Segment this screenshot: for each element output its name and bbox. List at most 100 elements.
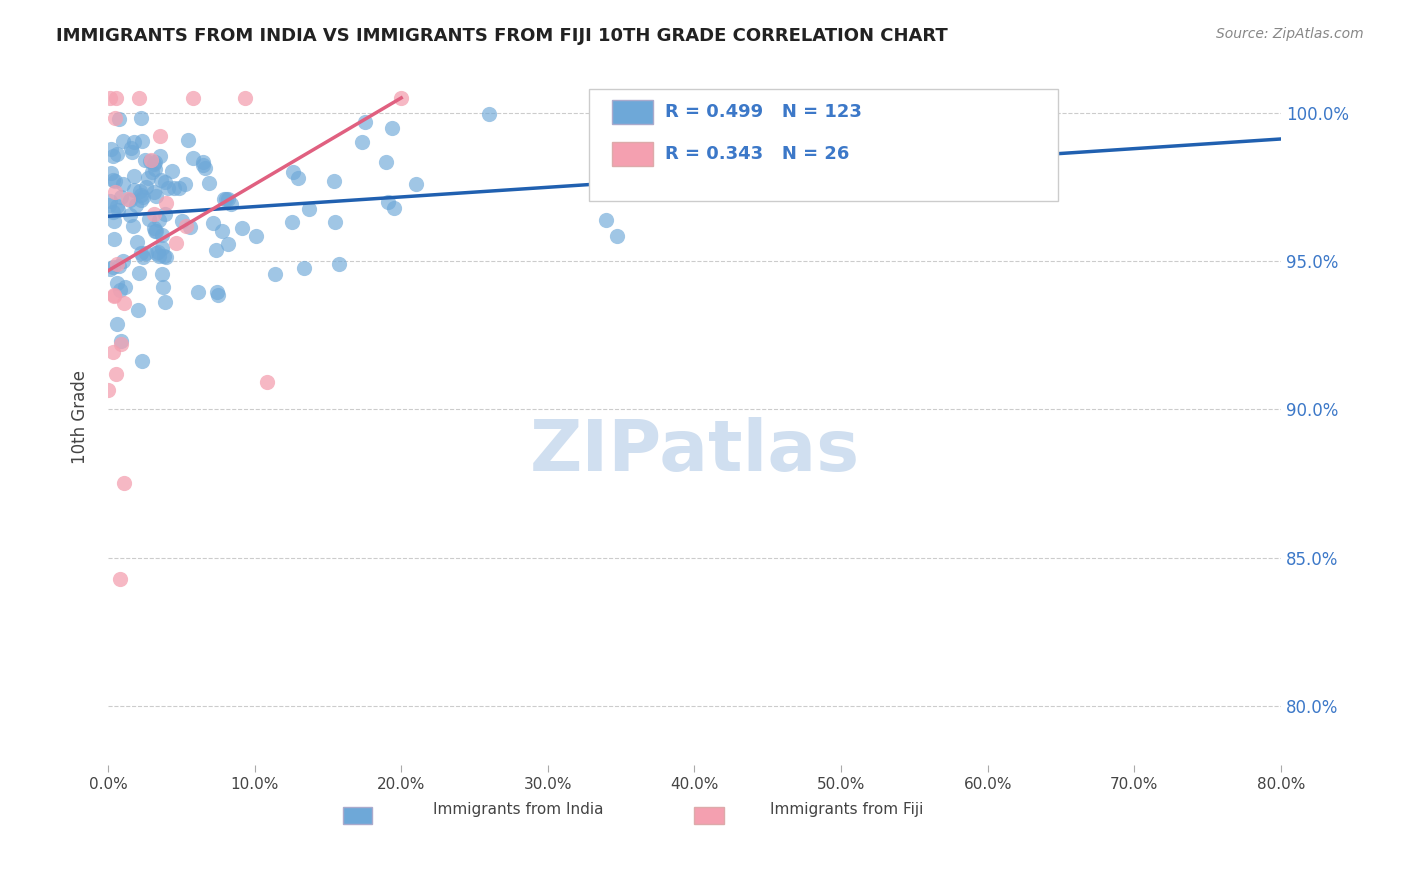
Point — [374, 154, 396, 169]
Point — [124, 198, 146, 212]
Point — [153, 175, 176, 189]
Point — [128, 266, 150, 280]
Point — [143, 186, 166, 200]
Point — [105, 368, 128, 382]
Point — [187, 285, 209, 300]
Point — [101, 173, 124, 187]
Point — [128, 91, 150, 105]
Point — [122, 169, 145, 183]
Point — [103, 204, 125, 219]
Point — [173, 177, 195, 191]
Point — [135, 180, 157, 194]
Point — [322, 174, 344, 188]
Point — [134, 153, 156, 168]
Point — [112, 177, 135, 191]
Point — [256, 375, 278, 389]
Point — [108, 283, 131, 297]
Point — [117, 192, 139, 206]
Point — [606, 229, 628, 244]
Point — [323, 215, 346, 229]
Point — [145, 188, 167, 202]
Point — [120, 193, 142, 207]
Text: Immigrants from India: Immigrants from India — [433, 802, 603, 817]
FancyBboxPatch shape — [343, 807, 373, 824]
Point — [141, 165, 163, 179]
FancyBboxPatch shape — [613, 142, 654, 166]
Point — [129, 245, 152, 260]
Point — [127, 302, 149, 317]
Point — [121, 145, 143, 159]
FancyBboxPatch shape — [613, 100, 654, 124]
Point — [170, 213, 193, 227]
Point — [112, 475, 135, 490]
Point — [98, 262, 121, 277]
Point — [169, 180, 191, 194]
Point — [214, 192, 236, 206]
Point — [103, 231, 125, 245]
Point — [150, 227, 173, 242]
Point — [122, 219, 145, 233]
Point — [131, 354, 153, 368]
Point — [111, 134, 134, 148]
Point — [155, 251, 177, 265]
Point — [131, 250, 153, 264]
Point — [281, 215, 304, 229]
Point — [103, 149, 125, 163]
Point — [155, 206, 177, 220]
Point — [138, 212, 160, 227]
Point — [97, 383, 120, 397]
Point — [287, 171, 309, 186]
Point — [105, 256, 128, 270]
Point — [153, 295, 176, 310]
Point — [204, 244, 226, 258]
Point — [110, 190, 132, 204]
Point — [150, 242, 173, 256]
Point — [165, 235, 187, 250]
Point — [98, 194, 121, 209]
Point — [328, 257, 350, 271]
Point — [143, 157, 166, 171]
Point — [381, 121, 404, 136]
Point — [215, 192, 238, 206]
Text: Source: ZipAtlas.com: Source: ZipAtlas.com — [1216, 27, 1364, 41]
Point — [136, 171, 159, 186]
Text: IMMIGRANTS FROM INDIA VS IMMIGRANTS FROM FIJI 10TH GRADE CORRELATION CHART: IMMIGRANTS FROM INDIA VS IMMIGRANTS FROM… — [56, 27, 948, 45]
Point — [143, 162, 166, 177]
Point — [149, 173, 172, 187]
Point — [122, 183, 145, 197]
Point — [132, 190, 155, 204]
Point — [142, 221, 165, 235]
Point — [198, 176, 221, 190]
Point — [146, 244, 169, 259]
Point — [207, 285, 229, 300]
Point — [177, 133, 200, 147]
Point — [191, 158, 214, 172]
Point — [97, 198, 120, 212]
Point — [148, 212, 170, 227]
Point — [377, 195, 399, 210]
Text: ZIPatlas: ZIPatlas — [530, 417, 859, 486]
Point — [264, 268, 287, 282]
Point — [105, 276, 128, 290]
Point — [145, 246, 167, 260]
Point — [595, 213, 617, 227]
Point — [676, 167, 699, 181]
Point — [382, 201, 405, 215]
Point — [129, 188, 152, 202]
Point — [128, 184, 150, 198]
Point — [149, 129, 172, 144]
Point — [145, 224, 167, 238]
Point — [103, 344, 125, 359]
Point — [131, 134, 153, 148]
Point — [219, 197, 242, 211]
Point — [143, 224, 166, 238]
Point — [103, 288, 125, 302]
Point — [194, 161, 217, 176]
Point — [110, 334, 132, 348]
Point — [163, 181, 186, 195]
Point — [100, 166, 122, 180]
Point — [98, 91, 121, 105]
Point — [152, 280, 174, 294]
Point — [207, 287, 229, 301]
Point — [155, 196, 177, 211]
